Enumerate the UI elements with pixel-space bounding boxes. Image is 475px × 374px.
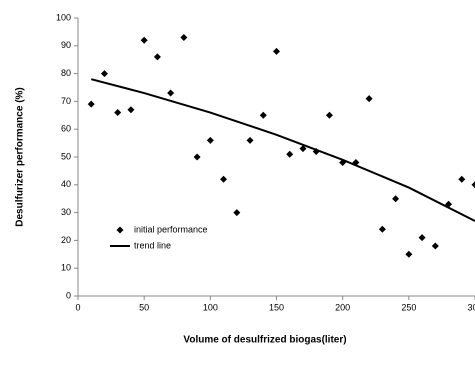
x-tick-label: 100 [203,302,218,312]
data-point [233,209,241,217]
y-tick-label: 80 [61,68,71,78]
data-point [418,234,426,242]
data-point [193,153,201,161]
y-tick-label: 60 [61,124,71,134]
x-tick-label: 50 [139,302,149,312]
data-point [378,225,386,233]
legend-label: initial performance [134,224,208,234]
y-tick-label: 90 [61,40,71,50]
y-axis-label: Desulfurizer performance (%) [15,87,26,226]
data-point [365,95,373,103]
legend-label: trend line [134,240,171,250]
data-point [286,150,294,158]
y-tick-label: 20 [61,235,71,245]
y-tick-label: 30 [61,207,71,217]
data-point [458,175,466,183]
data-point [325,111,333,119]
y-tick-label: 50 [61,151,71,161]
data-point [273,47,280,55]
data-point [206,136,214,144]
y-tick-label: 100 [56,12,71,22]
trend-line [90,78,475,222]
data-point [153,53,161,61]
data-point [114,109,122,117]
data-point [246,136,254,144]
data-point [100,70,108,78]
data-point [180,33,188,41]
x-tick-label: 250 [401,302,416,312]
data-point [140,36,148,44]
data-point [87,100,95,108]
data-point [220,175,228,183]
x-tick-label: 0 [75,302,80,312]
y-tick-label: 70 [61,96,71,106]
legend-marker [116,226,124,234]
data-point [259,111,267,119]
data-point [471,181,475,189]
y-tick-label: 0 [66,290,71,300]
data-point [431,242,439,250]
x-axis-label: Volume of desulfrized biogas(liter) [183,335,346,346]
data-point [392,195,400,203]
x-tick-label: 300 [467,302,475,312]
y-tick-label: 10 [61,263,71,273]
data-point [299,145,307,153]
data-point [405,250,413,258]
data-point [167,89,175,97]
data-point [127,106,135,114]
x-tick-label: 150 [269,302,284,312]
x-tick-label: 200 [335,302,350,312]
y-tick-label: 40 [61,179,71,189]
